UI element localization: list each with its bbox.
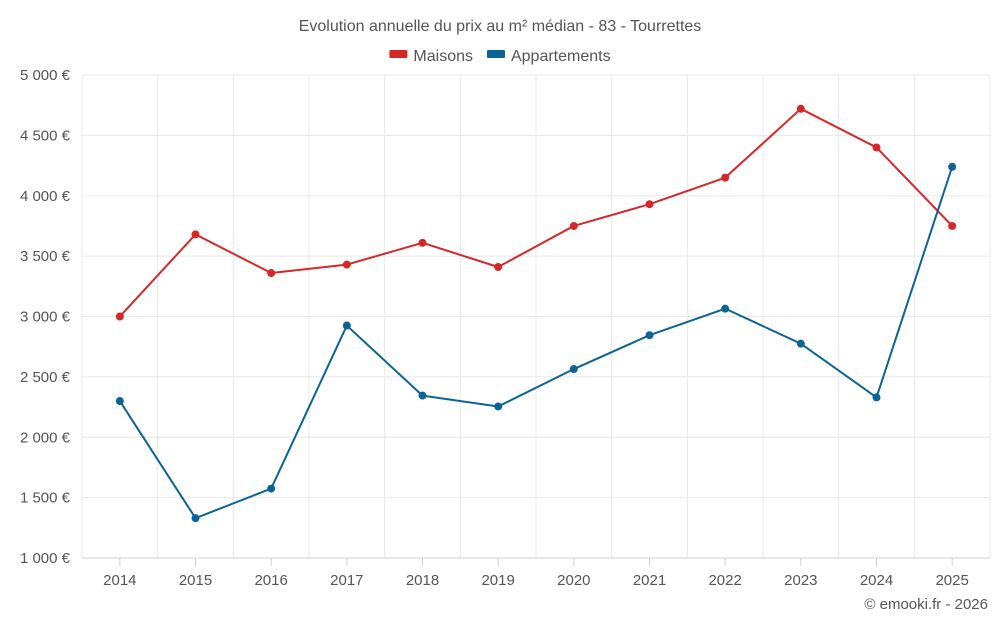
data-point-maisons[interactable] [948,221,957,230]
data-point-maisons[interactable] [191,230,200,239]
x-tick-label: 2016 [254,572,287,589]
data-point-maisons[interactable] [418,238,427,247]
data-point-maisons[interactable] [721,173,730,182]
credit-text: © emooki.fr - 2026 [864,596,988,613]
data-point-maisons[interactable] [872,143,881,152]
data-point-maisons[interactable] [267,269,276,278]
x-tick-label: 2019 [481,572,514,589]
x-axis: 2014 2015 2016 2017 2018 2019 2020 2021 2022 2023… [82,557,990,589]
data-point-appartements[interactable] [267,484,276,493]
data-point-appartements[interactable] [494,402,503,411]
x-tick-label: 2018 [406,572,439,589]
data-point-appartements[interactable] [569,365,578,374]
x-tick-label: 2014 [103,572,136,589]
y-tick-label: 3 000 € [20,309,71,326]
legend-label: Appartements [511,48,611,65]
legend-item-maisons[interactable]: Maisons [389,48,473,65]
data-point-appartements[interactable] [645,331,654,340]
y-axis: 1 000 € 1 500 € 2 000 € 2 500 € 3 000 € 3 500… [20,67,71,567]
y-tick-label: 4 000 € [20,188,71,205]
data-point-maisons[interactable] [796,104,805,113]
y-tick-label: 4 500 € [20,127,71,144]
data-point-appartements[interactable] [115,397,124,406]
y-tick-label: 1 500 € [20,490,71,507]
x-tick-label: 2022 [708,572,741,589]
legend: Maisons Appartements [389,48,611,65]
series-layer [115,104,957,523]
legend-swatch [486,50,505,58]
y-tick-label: 2 500 € [20,369,71,386]
series-line-maisons [119,107,953,318]
legend-swatch [389,50,408,58]
grid-lines [81,74,991,559]
x-tick-label: 2017 [330,572,363,589]
x-tick-label: 2023 [784,572,817,589]
y-tick-label: 1 000 € [20,550,71,567]
data-point-maisons[interactable] [494,262,503,271]
data-point-maisons[interactable] [342,260,351,269]
y-tick-label: 2 000 € [20,429,71,446]
data-point-appartements[interactable] [948,162,957,171]
y-tick-label: 5 000 € [20,67,71,84]
x-tick-label: 2020 [557,572,590,589]
legend-label: Maisons [413,48,473,65]
x-tick-label: 2015 [179,572,212,589]
data-point-appartements[interactable] [191,514,200,523]
data-point-appartements[interactable] [418,391,427,400]
x-tick-label: 2024 [860,572,893,589]
series-line-appartements [118,166,954,520]
x-tick-label: 2025 [935,572,968,589]
chart-title: Evolution annuelle du prix au m² médian … [299,18,702,35]
data-point-maisons[interactable] [115,312,124,321]
data-point-maisons[interactable] [569,221,578,230]
y-tick-label: 3 500 € [20,248,71,265]
legend-item-appartements[interactable]: Appartements [486,48,611,65]
data-point-appartements[interactable] [796,339,805,348]
data-point-appartements[interactable] [872,393,881,402]
x-tick-label: 2021 [633,572,666,589]
data-point-appartements[interactable] [721,304,730,313]
data-point-maisons[interactable] [645,200,654,209]
data-point-appartements[interactable] [342,321,351,330]
